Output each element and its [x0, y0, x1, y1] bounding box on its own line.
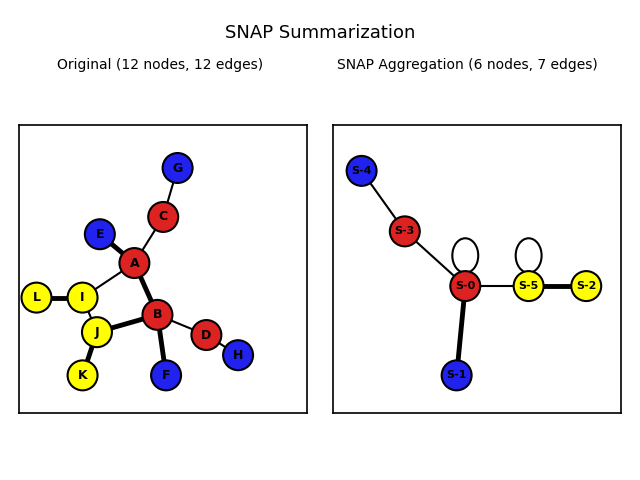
Text: SNAP Summarization: SNAP Summarization — [225, 24, 415, 42]
Circle shape — [451, 271, 480, 301]
Circle shape — [390, 216, 420, 246]
Text: K: K — [77, 369, 88, 382]
Text: S-2: S-2 — [576, 281, 596, 291]
Circle shape — [347, 156, 376, 186]
Text: F: F — [162, 369, 170, 382]
Circle shape — [442, 360, 472, 390]
Text: Original (12 nodes, 12 edges): Original (12 nodes, 12 edges) — [57, 58, 263, 72]
Circle shape — [82, 317, 112, 347]
Circle shape — [68, 360, 97, 390]
Text: SNAP Aggregation (6 nodes, 7 edges): SNAP Aggregation (6 nodes, 7 edges) — [337, 58, 598, 72]
Text: A: A — [129, 256, 140, 270]
Text: I: I — [80, 291, 85, 304]
Circle shape — [223, 340, 253, 370]
Text: G: G — [172, 161, 183, 175]
Text: L: L — [33, 291, 40, 304]
Text: H: H — [233, 348, 243, 362]
Text: D: D — [201, 328, 212, 342]
Text: S-4: S-4 — [351, 166, 372, 176]
Text: S-3: S-3 — [395, 227, 415, 236]
Circle shape — [22, 283, 51, 312]
Text: E: E — [95, 228, 104, 241]
Circle shape — [163, 153, 193, 183]
Circle shape — [120, 248, 149, 278]
Text: B: B — [153, 308, 162, 322]
Circle shape — [85, 219, 115, 249]
Text: J: J — [95, 325, 99, 339]
Circle shape — [514, 271, 543, 301]
Circle shape — [148, 202, 178, 232]
Text: C: C — [159, 210, 168, 224]
Circle shape — [191, 320, 221, 350]
Text: S-0: S-0 — [455, 281, 476, 291]
Text: S-1: S-1 — [447, 371, 467, 380]
Circle shape — [151, 360, 181, 390]
Text: S-5: S-5 — [518, 281, 539, 291]
Circle shape — [143, 300, 172, 330]
Circle shape — [572, 271, 601, 301]
Circle shape — [68, 283, 97, 312]
